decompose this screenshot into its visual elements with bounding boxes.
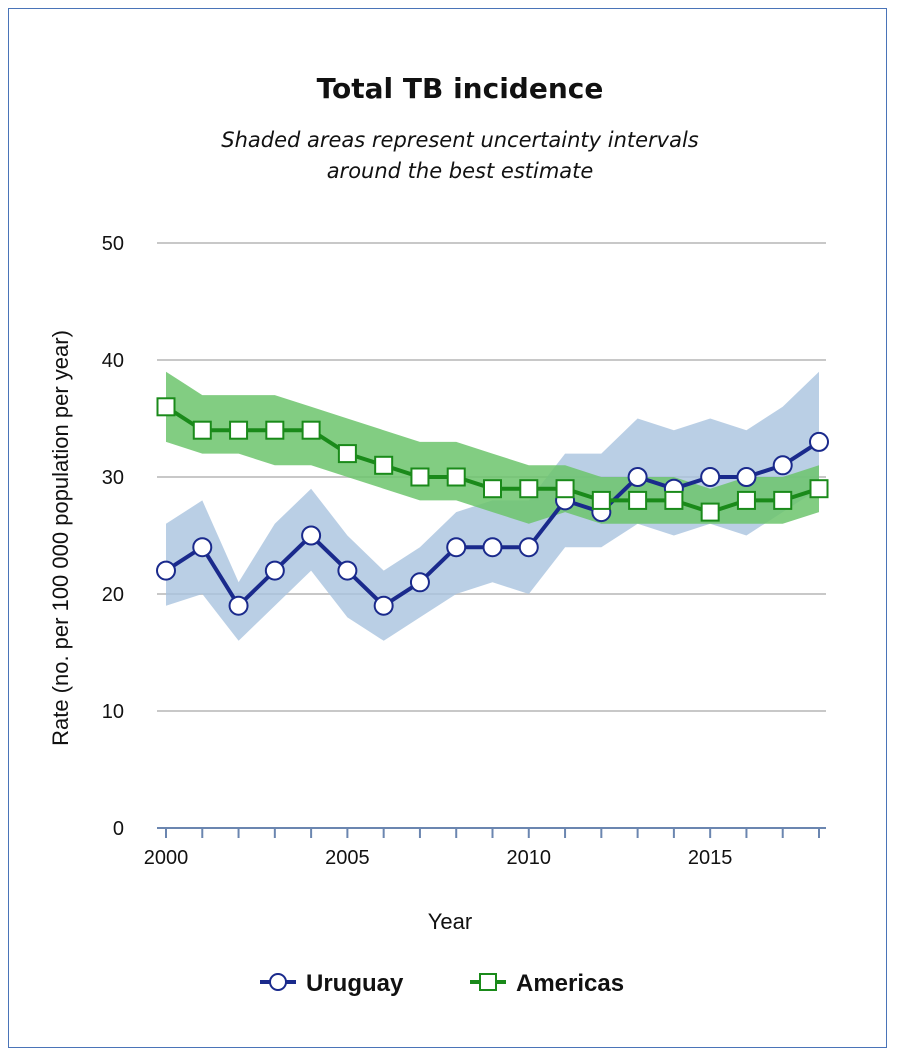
y-tick-label: 10	[102, 701, 124, 723]
point-americas	[519, 479, 539, 499]
y-tick-label: 50	[102, 233, 124, 255]
x-tick-label: 2005	[325, 847, 370, 869]
point-uruguay	[700, 467, 721, 487]
point-americas	[555, 479, 575, 499]
point-americas	[374, 455, 394, 475]
point-americas	[736, 490, 756, 510]
marker-layer	[156, 397, 829, 616]
point-uruguay	[482, 537, 503, 558]
point-uruguay	[301, 525, 322, 546]
point-uruguay	[264, 560, 285, 581]
point-uruguay	[409, 572, 430, 593]
point-uruguay	[446, 537, 467, 558]
point-americas	[156, 397, 176, 417]
uncertainty-band-americas	[166, 371, 819, 524]
axis-layer: 0 10 20 30 40 50 2000 2005 2010 2015	[102, 233, 826, 869]
point-americas	[773, 490, 793, 510]
y-axis-title: Rate (no. per 100 000 population per yea…	[48, 330, 73, 746]
point-americas	[446, 467, 466, 487]
point-americas	[337, 444, 357, 464]
point-americas	[301, 420, 321, 440]
point-uruguay	[156, 560, 176, 581]
point-uruguay	[627, 467, 648, 487]
point-americas	[410, 467, 430, 487]
band-layer	[166, 371, 819, 641]
legend-marker-americas	[479, 973, 497, 991]
legend-label-uruguay: Uruguay	[306, 970, 404, 997]
x-axis-title: Year	[428, 909, 472, 934]
point-americas	[628, 490, 648, 510]
point-americas	[809, 479, 829, 499]
point-americas	[483, 479, 502, 499]
x-tick-label: 2010	[507, 847, 552, 869]
x-tick-label: 2015	[688, 847, 733, 869]
y-tick-label: 30	[102, 467, 124, 489]
point-uruguay	[192, 537, 213, 558]
legend-label-americas: Americas	[516, 970, 624, 997]
point-americas	[591, 490, 611, 510]
point-americas	[192, 420, 212, 440]
y-tick-label: 40	[102, 350, 124, 372]
chart-subtitle-line-2: around the best estimate	[327, 159, 594, 183]
point-uruguay	[772, 455, 793, 476]
y-tick-label: 20	[102, 584, 124, 606]
point-americas	[700, 502, 720, 522]
point-americas	[265, 420, 285, 440]
legend-marker-uruguay	[269, 973, 287, 991]
point-uruguay	[736, 467, 757, 487]
point-americas	[664, 490, 684, 510]
point-uruguay	[809, 431, 829, 452]
y-tick-label: 0	[113, 818, 124, 840]
point-uruguay	[228, 595, 249, 616]
point-uruguay	[337, 560, 358, 581]
chart-subtitle-line-1: Shaded areas represent uncertainty inter…	[221, 128, 699, 152]
chart-title: Total TB incidence	[317, 72, 604, 105]
point-uruguay	[518, 537, 539, 558]
point-americas	[229, 420, 249, 440]
legend: Uruguay Americas	[260, 970, 624, 997]
x-tick-label: 2000	[144, 847, 189, 869]
point-uruguay	[373, 595, 394, 616]
